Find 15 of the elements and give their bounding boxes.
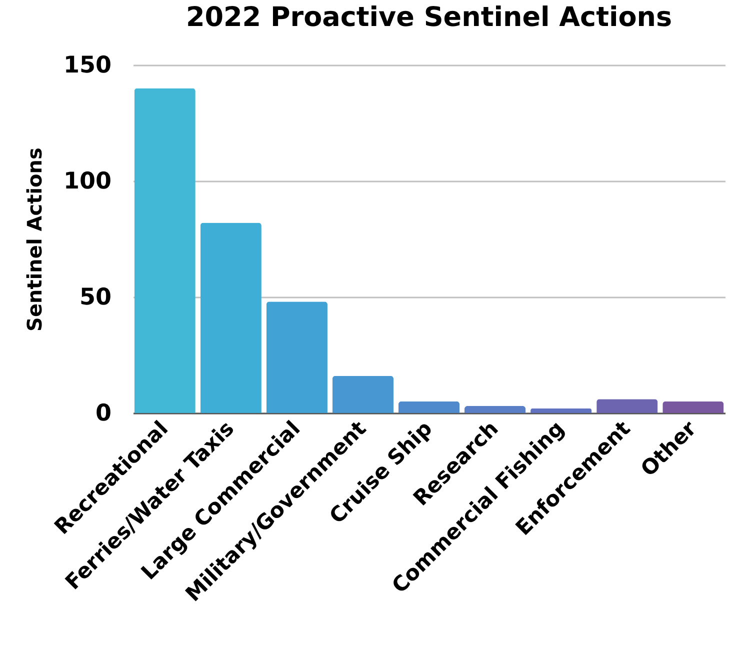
bar	[266, 302, 328, 413]
y-axis-title: Sentinel Actions	[22, 148, 46, 332]
bar	[596, 399, 658, 413]
y-tick-label: 150	[63, 52, 112, 78]
y-tick-label: 0	[95, 400, 112, 426]
bar	[200, 222, 262, 413]
y-tick-label: 100	[63, 168, 112, 194]
bar	[134, 88, 196, 413]
bar	[530, 408, 592, 413]
bar	[662, 401, 724, 413]
chart-title: 2022 Proactive Sentinel Actions	[186, 2, 672, 33]
bar	[398, 401, 460, 413]
y-tick-label: 50	[79, 284, 112, 310]
bar	[332, 376, 394, 413]
bar	[464, 406, 526, 413]
